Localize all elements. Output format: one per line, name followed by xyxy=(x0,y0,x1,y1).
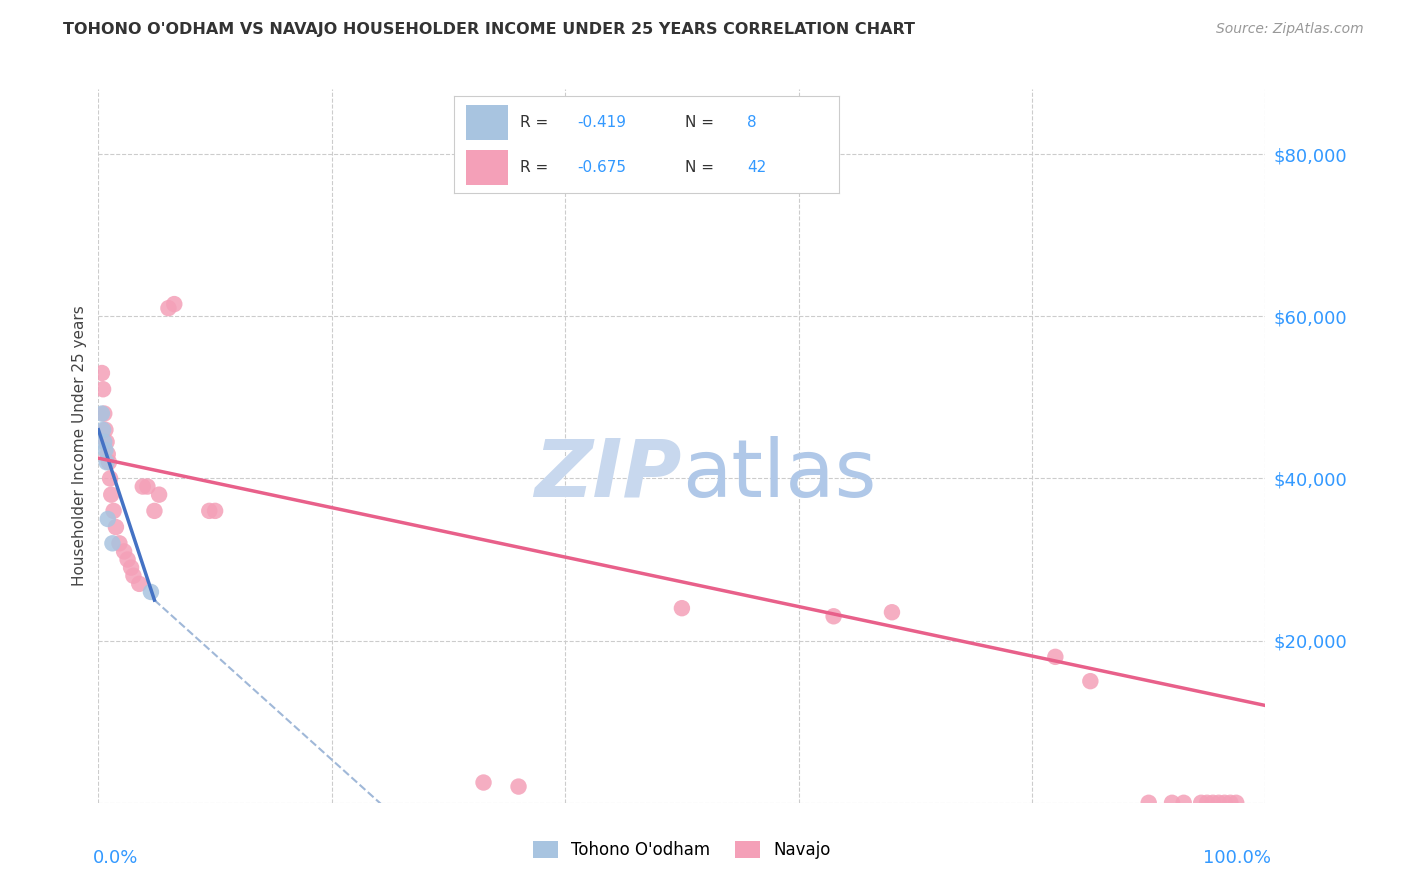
Point xyxy=(1208,796,1230,810)
Text: atlas: atlas xyxy=(682,435,876,514)
Point xyxy=(1202,796,1225,810)
Point xyxy=(1045,649,1067,664)
Point xyxy=(148,488,170,502)
Point xyxy=(101,536,124,550)
Point xyxy=(104,520,127,534)
Point xyxy=(93,407,115,421)
Point xyxy=(1189,796,1212,810)
Point xyxy=(163,297,186,311)
Point xyxy=(97,512,120,526)
Point xyxy=(103,504,125,518)
Point xyxy=(108,536,131,550)
Point xyxy=(1219,796,1241,810)
Point xyxy=(93,434,115,449)
Point xyxy=(90,407,112,421)
Point xyxy=(132,479,155,493)
Point xyxy=(204,504,226,518)
Point xyxy=(198,504,221,518)
Point xyxy=(96,434,118,449)
Point xyxy=(472,775,495,789)
Point xyxy=(120,560,142,574)
Y-axis label: Householder Income Under 25 years: Householder Income Under 25 years xyxy=(72,306,87,586)
Legend: Tohono O'odham, Navajo: Tohono O'odham, Navajo xyxy=(526,834,838,866)
Point xyxy=(1137,796,1160,810)
Text: Source: ZipAtlas.com: Source: ZipAtlas.com xyxy=(1216,22,1364,37)
Point xyxy=(112,544,135,558)
Point xyxy=(117,552,139,566)
Point xyxy=(157,301,180,315)
Point xyxy=(90,366,112,380)
Point xyxy=(91,382,114,396)
Point xyxy=(1173,796,1195,810)
Point xyxy=(97,447,120,461)
Point xyxy=(94,423,117,437)
Point xyxy=(91,423,114,437)
Point xyxy=(1161,796,1184,810)
Point xyxy=(96,455,118,469)
Point xyxy=(508,780,530,794)
Point xyxy=(139,585,162,599)
Point xyxy=(98,471,121,485)
Point xyxy=(1225,796,1247,810)
Point xyxy=(122,568,145,582)
Point xyxy=(143,504,166,518)
Text: 100.0%: 100.0% xyxy=(1204,849,1271,867)
Point xyxy=(823,609,845,624)
Text: TOHONO O'ODHAM VS NAVAJO HOUSEHOLDER INCOME UNDER 25 YEARS CORRELATION CHART: TOHONO O'ODHAM VS NAVAJO HOUSEHOLDER INC… xyxy=(63,22,915,37)
Point xyxy=(1195,796,1218,810)
Text: ZIP: ZIP xyxy=(534,435,682,514)
Point xyxy=(671,601,693,615)
Point xyxy=(97,455,120,469)
Point xyxy=(136,479,159,493)
Point xyxy=(94,443,117,458)
Point xyxy=(1080,674,1102,689)
Point xyxy=(880,605,903,619)
Point xyxy=(1213,796,1236,810)
Point xyxy=(128,577,150,591)
Text: 0.0%: 0.0% xyxy=(93,849,138,867)
Point xyxy=(100,488,122,502)
